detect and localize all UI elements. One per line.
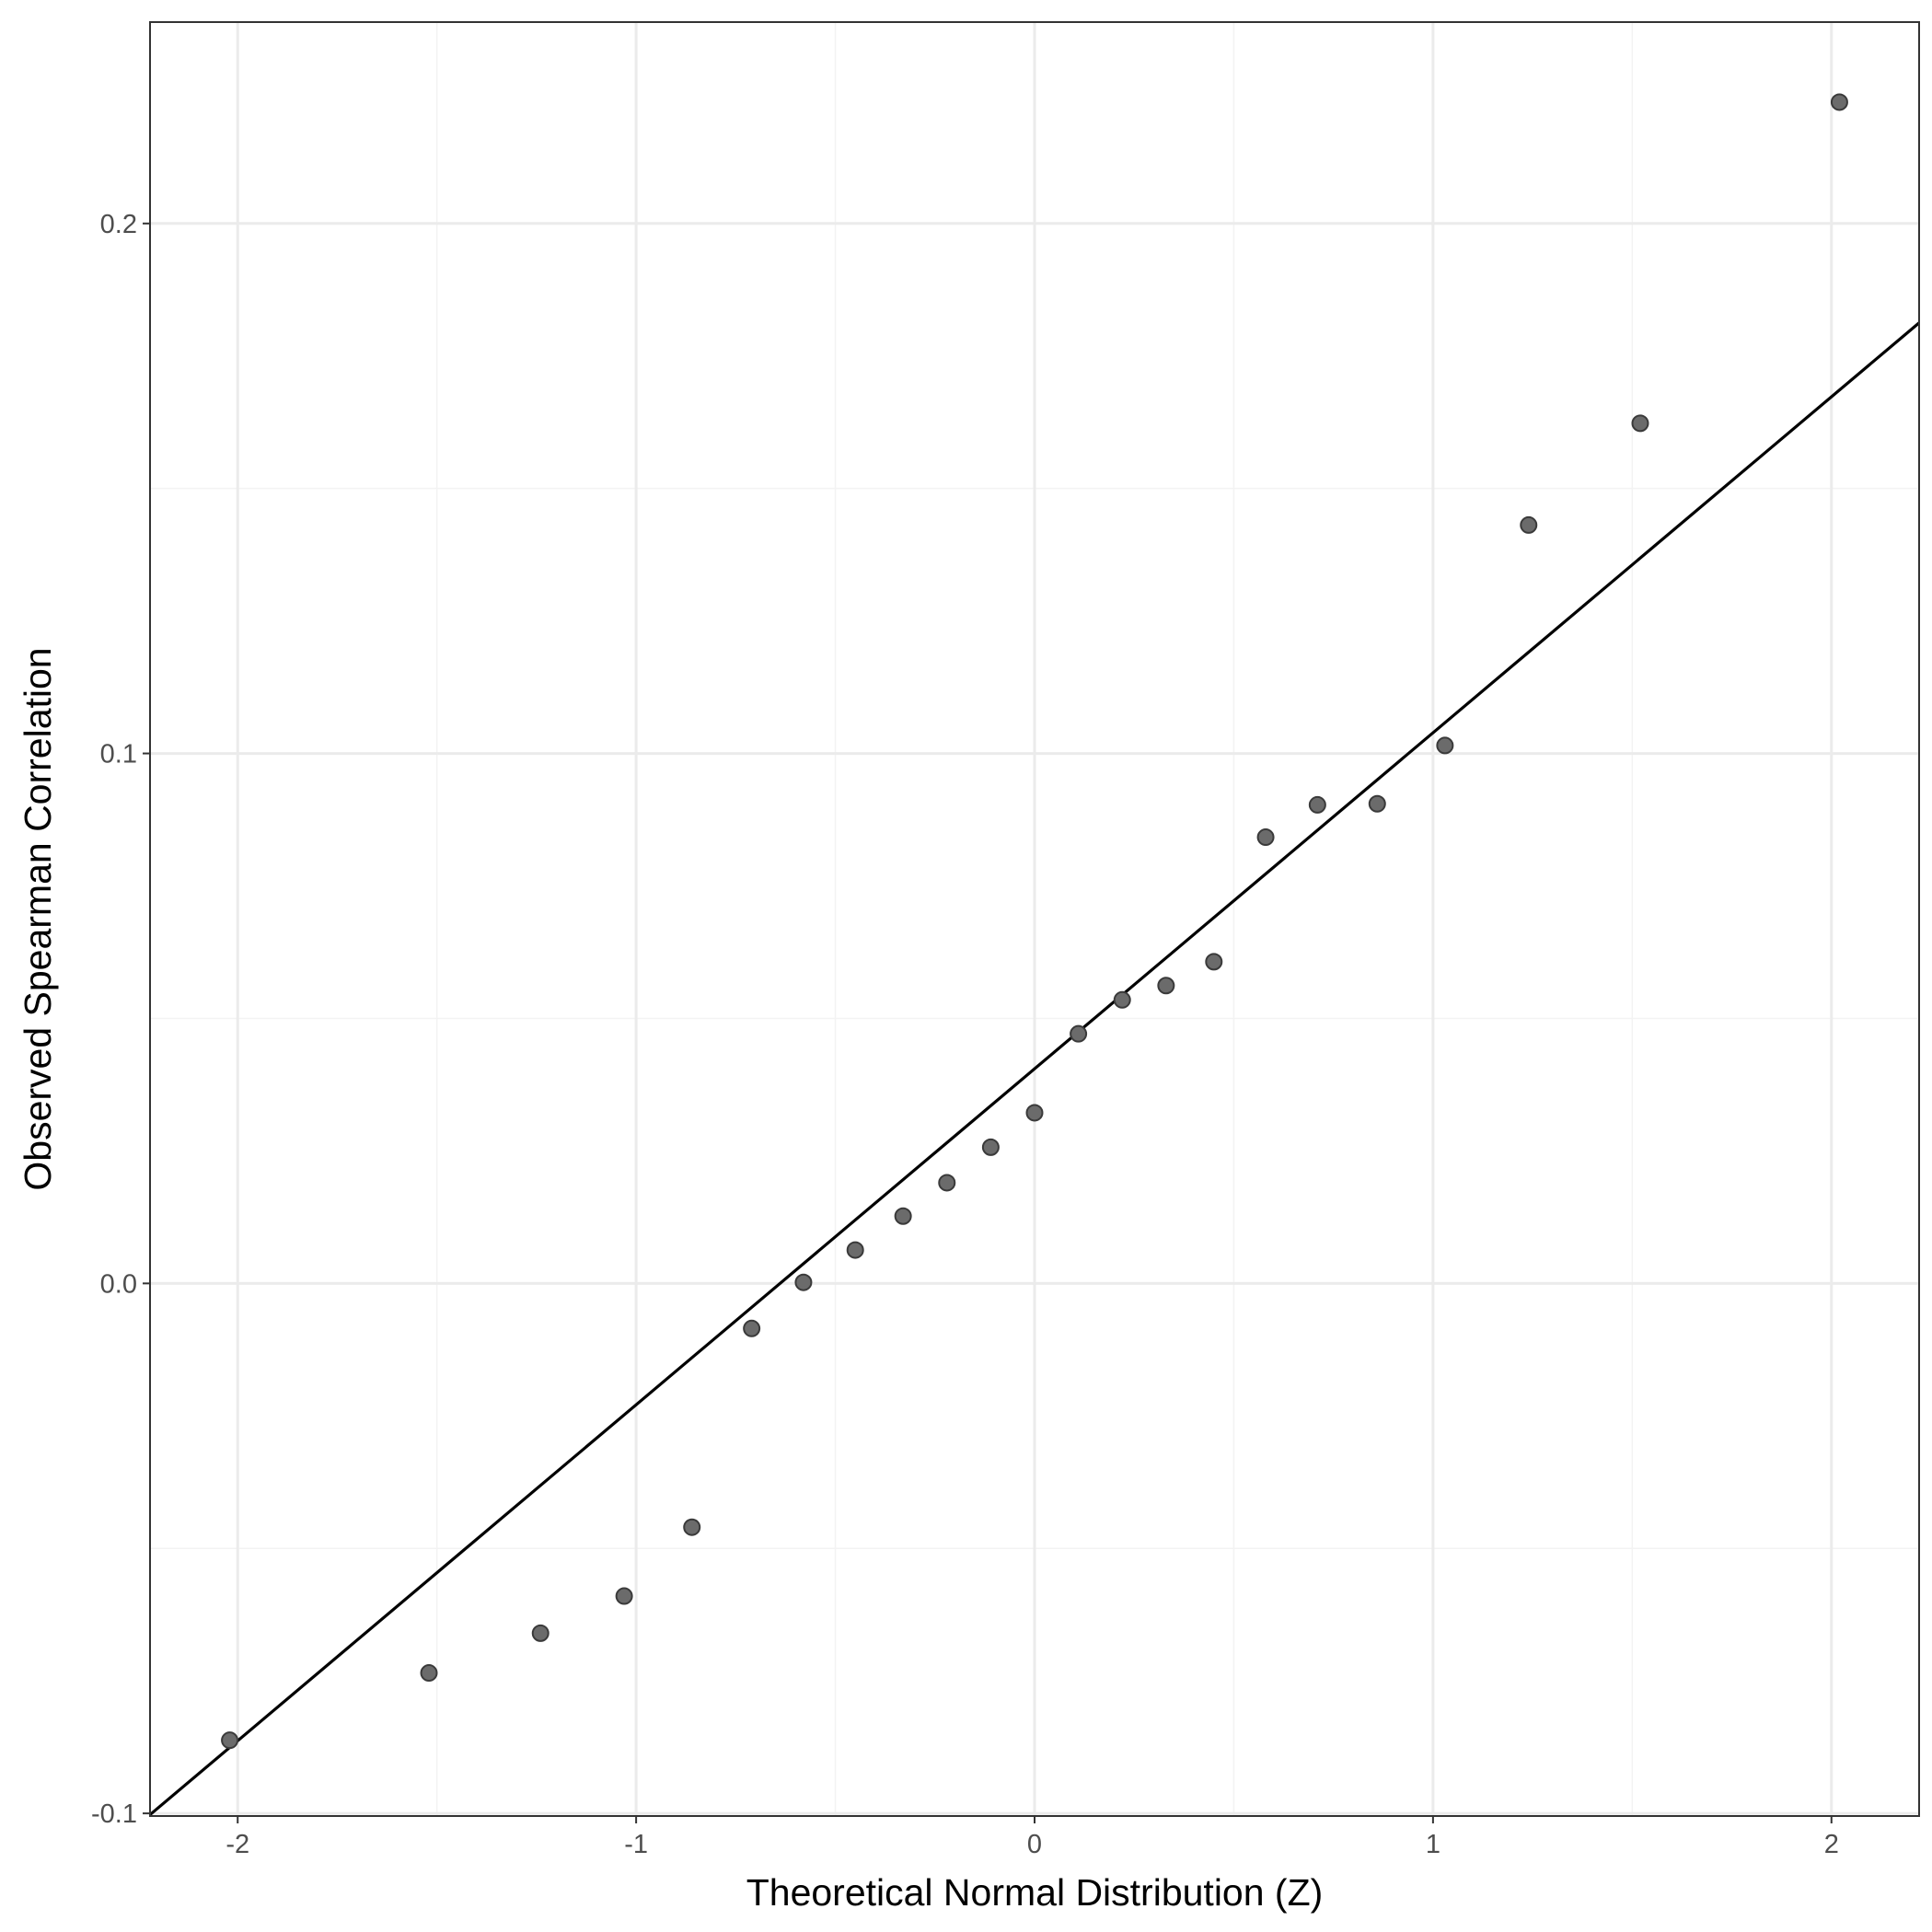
x-tick-label-0: -2 bbox=[226, 1830, 249, 1859]
data-point-6 bbox=[794, 1273, 813, 1291]
x-axis: -2 -1 0 1 2 bbox=[226, 1816, 1839, 1859]
data-point-20 bbox=[1520, 515, 1538, 534]
data-point-1 bbox=[420, 1664, 438, 1683]
data-point-19 bbox=[1436, 736, 1454, 755]
data-point-0 bbox=[221, 1731, 239, 1750]
data-point-3 bbox=[615, 1587, 633, 1605]
reference-line bbox=[150, 321, 1919, 1816]
data-point-14 bbox=[1157, 977, 1175, 995]
data-point-9 bbox=[938, 1174, 956, 1192]
data-point-7 bbox=[846, 1241, 864, 1259]
y-tick-label-1: 0.0 bbox=[100, 1269, 137, 1299]
data-point-15 bbox=[1205, 953, 1223, 971]
x-tick-label-2: 0 bbox=[1027, 1830, 1042, 1859]
data-point-18 bbox=[1368, 794, 1386, 813]
x-tick-label-4: 2 bbox=[1824, 1830, 1839, 1859]
data-point-16 bbox=[1256, 828, 1275, 847]
x-axis-title: Theoretical Normal Distribution (Z) bbox=[746, 1871, 1324, 1914]
data-point-12 bbox=[1070, 1024, 1088, 1043]
y-axis: -0.1 0.0 0.1 0.2 bbox=[91, 210, 150, 1829]
y-tick-label-0: -0.1 bbox=[91, 1799, 137, 1829]
y-tick-label-3: 0.2 bbox=[100, 210, 137, 239]
data-point-21 bbox=[1631, 414, 1649, 433]
data-point-2 bbox=[531, 1624, 550, 1642]
reference-line-layer bbox=[150, 321, 1919, 1816]
y-tick-label-2: 0.1 bbox=[100, 740, 137, 769]
data-point-5 bbox=[743, 1319, 761, 1337]
data-point-11 bbox=[1025, 1104, 1044, 1122]
data-point-8 bbox=[894, 1207, 912, 1225]
data-point-13 bbox=[1113, 990, 1131, 1009]
data-point-17 bbox=[1308, 795, 1326, 814]
y-axis-title: Observed Spearman Correlation bbox=[17, 647, 59, 1190]
points-layer bbox=[221, 93, 1848, 1750]
grid bbox=[150, 22, 1919, 1816]
data-point-10 bbox=[981, 1138, 1000, 1156]
x-tick-label-1: -1 bbox=[624, 1830, 648, 1859]
data-point-4 bbox=[683, 1518, 701, 1536]
data-point-22 bbox=[1830, 93, 1848, 111]
x-tick-label-3: 1 bbox=[1426, 1830, 1440, 1859]
